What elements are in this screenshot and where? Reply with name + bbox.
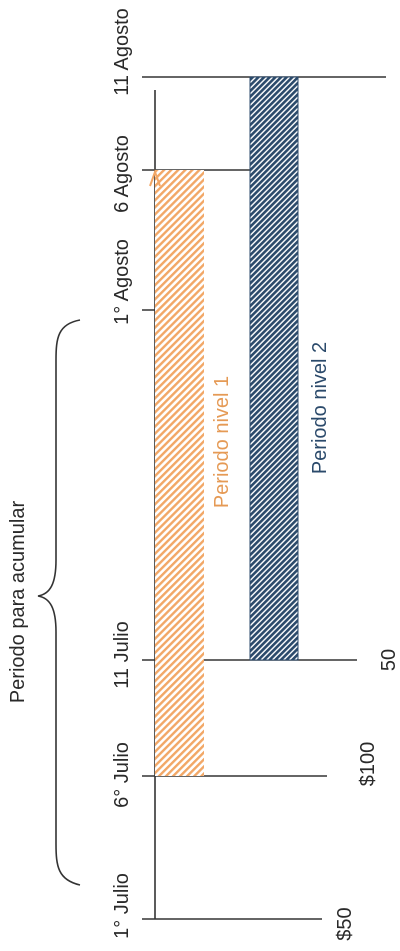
- arrow-up-icon: [149, 169, 161, 187]
- amount-label-50: 50: [378, 649, 400, 671]
- date-label-6-julio: 6° Julio: [111, 742, 133, 808]
- date-label-1-agosto: 1° Agosto: [111, 239, 133, 325]
- curly-brace-icon: [37, 319, 81, 886]
- bar-periodo-nivel-2: [249, 76, 299, 661]
- amount-label-50-dollars: $50: [334, 907, 356, 940]
- bar-label-nivel-2: Periodo nivel 2: [309, 342, 331, 474]
- date-label-11-julio: 11 Julio: [111, 621, 133, 688]
- amount-label-100-dollars: $100: [357, 742, 379, 787]
- date-label-6-agosto: 6 Agosto: [111, 135, 133, 213]
- date-label-1-julio: 1° Julio: [111, 873, 133, 939]
- bar-label-nivel-1: Periodo nivel 1: [211, 376, 233, 508]
- bar-periodo-nivel-1: [155, 170, 204, 776]
- date-label-11-agosto: 11 Agosto: [111, 8, 133, 95]
- brace-label: Periodo para acumular: [7, 500, 29, 703]
